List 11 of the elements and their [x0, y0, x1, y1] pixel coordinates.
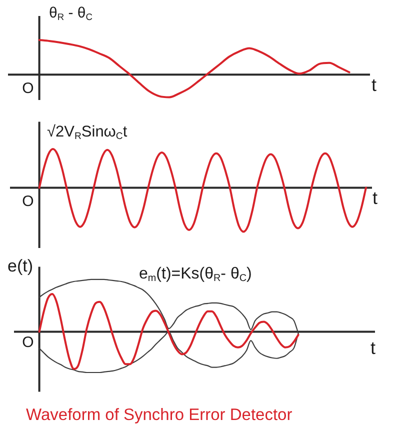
y-axis-title: √2V$_{R}$Sinω$_{C}$t	[47, 124, 128, 142]
x-axis-title: t	[372, 188, 378, 209]
y-axis-title: e(t)	[8, 256, 33, 276]
text: Waveform of Synchro Error Detector	[26, 406, 292, 424]
x-axis-title: t	[371, 75, 377, 96]
annotation: e$_{m}$(t)=Ks(θ$_{R}$- θ$_{C}$)	[139, 265, 252, 285]
y-axis-title: θ$_{R}$ - θ$_{C}$	[49, 4, 92, 22]
x-axis-title: t	[370, 338, 376, 359]
text: O	[22, 334, 34, 352]
text: O	[22, 192, 34, 210]
text: O	[22, 80, 34, 98]
